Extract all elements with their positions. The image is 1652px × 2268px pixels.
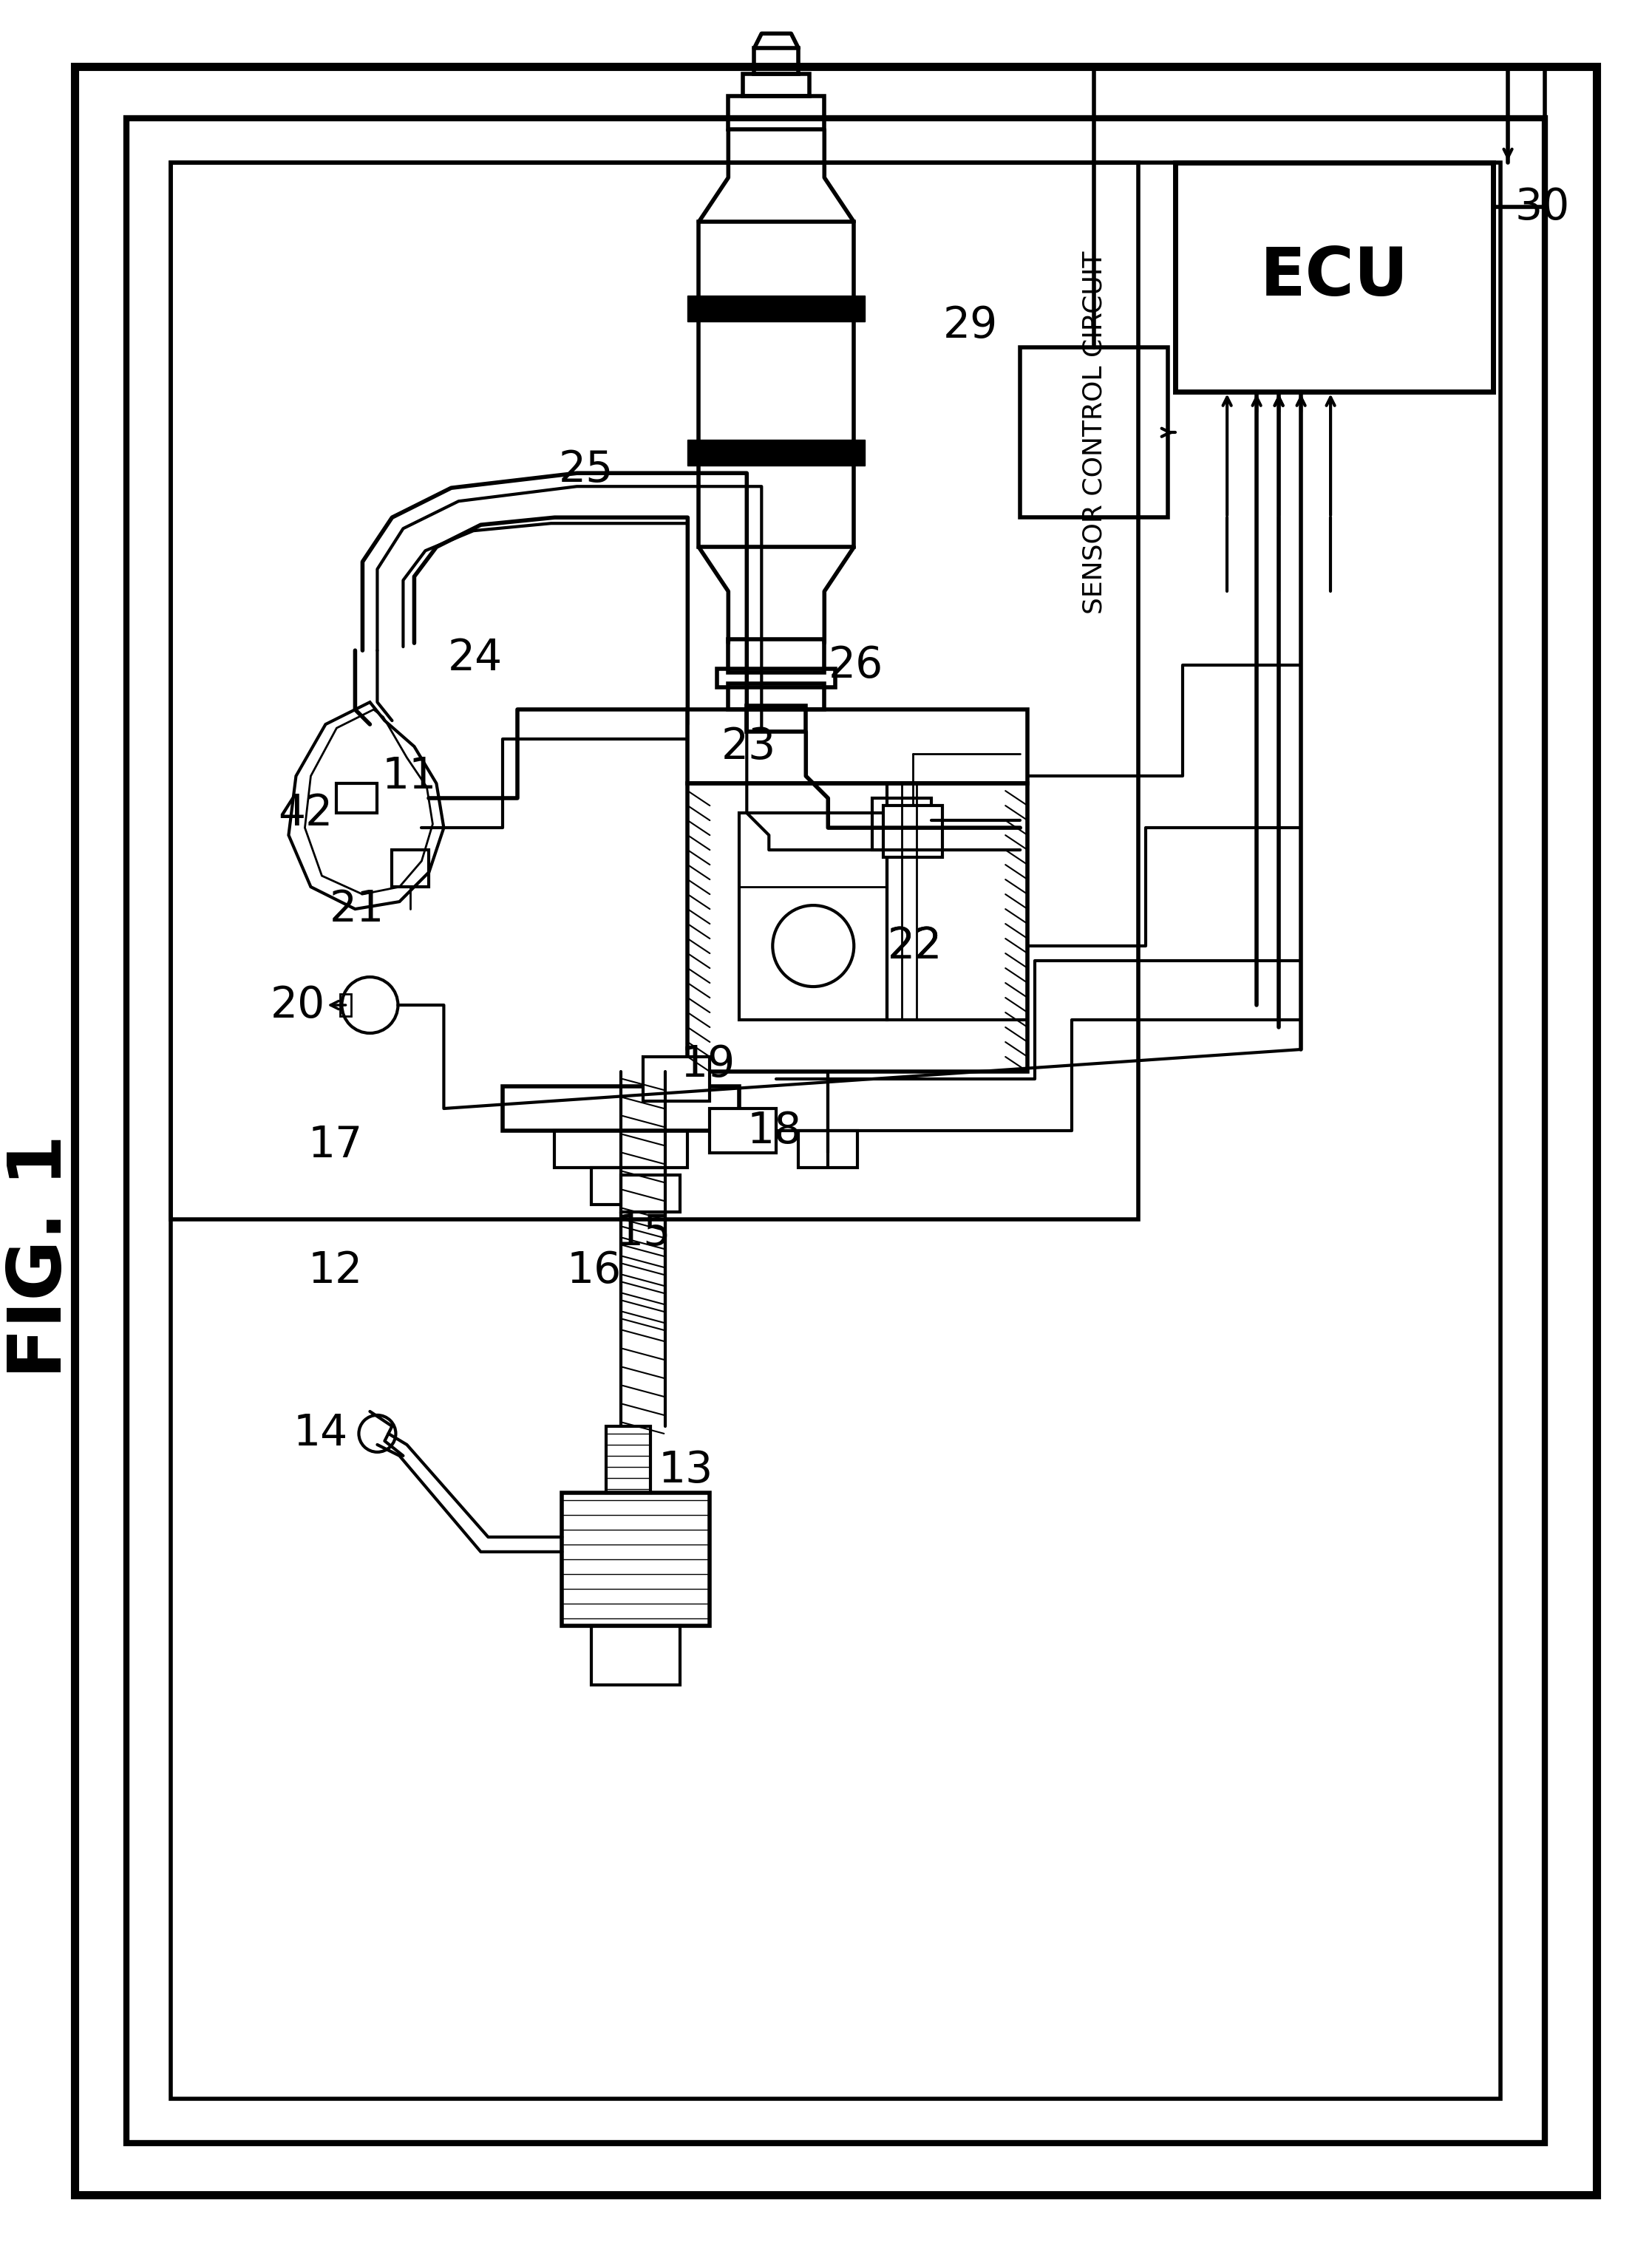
- Bar: [687, 782, 1028, 1070]
- Bar: [643, 1057, 710, 1102]
- Text: 12: 12: [307, 1250, 362, 1293]
- Bar: [743, 75, 809, 95]
- Bar: [729, 683, 824, 710]
- Bar: [340, 993, 352, 1016]
- Text: 19: 19: [681, 1043, 735, 1086]
- Text: 13: 13: [657, 1449, 714, 1492]
- Text: 30: 30: [1515, 186, 1569, 229]
- Text: 21: 21: [330, 889, 385, 930]
- Bar: [687, 440, 866, 465]
- Text: 14: 14: [292, 1413, 347, 1454]
- Bar: [170, 163, 1138, 1220]
- Text: 24: 24: [448, 637, 502, 678]
- Bar: [887, 782, 1028, 1021]
- Text: 25: 25: [558, 449, 615, 490]
- Bar: [502, 1086, 740, 1132]
- Bar: [555, 1132, 687, 1168]
- Bar: [872, 798, 932, 850]
- Bar: [729, 640, 824, 674]
- Bar: [740, 812, 887, 1021]
- Bar: [126, 118, 1545, 2143]
- Bar: [717, 669, 836, 687]
- Text: 18: 18: [747, 1109, 801, 1152]
- Text: 16: 16: [567, 1250, 621, 1293]
- Text: 15: 15: [616, 1211, 671, 1254]
- Bar: [798, 1132, 857, 1168]
- Bar: [687, 295, 866, 322]
- Text: FIG. 1: FIG. 1: [5, 1134, 78, 1379]
- Text: 42: 42: [278, 792, 334, 835]
- Bar: [392, 850, 430, 887]
- Bar: [884, 805, 943, 857]
- Bar: [699, 222, 854, 547]
- Bar: [755, 48, 798, 75]
- Bar: [729, 95, 824, 129]
- Text: 22: 22: [887, 925, 942, 966]
- Text: 29: 29: [943, 304, 998, 347]
- Bar: [747, 705, 806, 733]
- Text: 17: 17: [307, 1125, 362, 1166]
- Bar: [621, 1175, 681, 1211]
- Text: 23: 23: [720, 726, 776, 767]
- Bar: [606, 1427, 651, 1492]
- Text: 20: 20: [271, 984, 325, 1025]
- Text: 11: 11: [382, 755, 436, 796]
- Bar: [591, 1626, 681, 1685]
- Text: SENSOR CONTROL CIRCUIT: SENSOR CONTROL CIRCUIT: [1082, 252, 1107, 615]
- Bar: [687, 710, 1028, 782]
- Bar: [170, 163, 1500, 2098]
- Text: ECU: ECU: [1260, 245, 1409, 311]
- Text: 22: 22: [887, 925, 942, 966]
- Bar: [1021, 347, 1168, 517]
- Bar: [710, 1109, 776, 1152]
- Bar: [591, 1168, 666, 1204]
- Bar: [1175, 163, 1493, 392]
- Text: 26: 26: [828, 644, 882, 687]
- Bar: [562, 1492, 710, 1626]
- Bar: [337, 782, 377, 812]
